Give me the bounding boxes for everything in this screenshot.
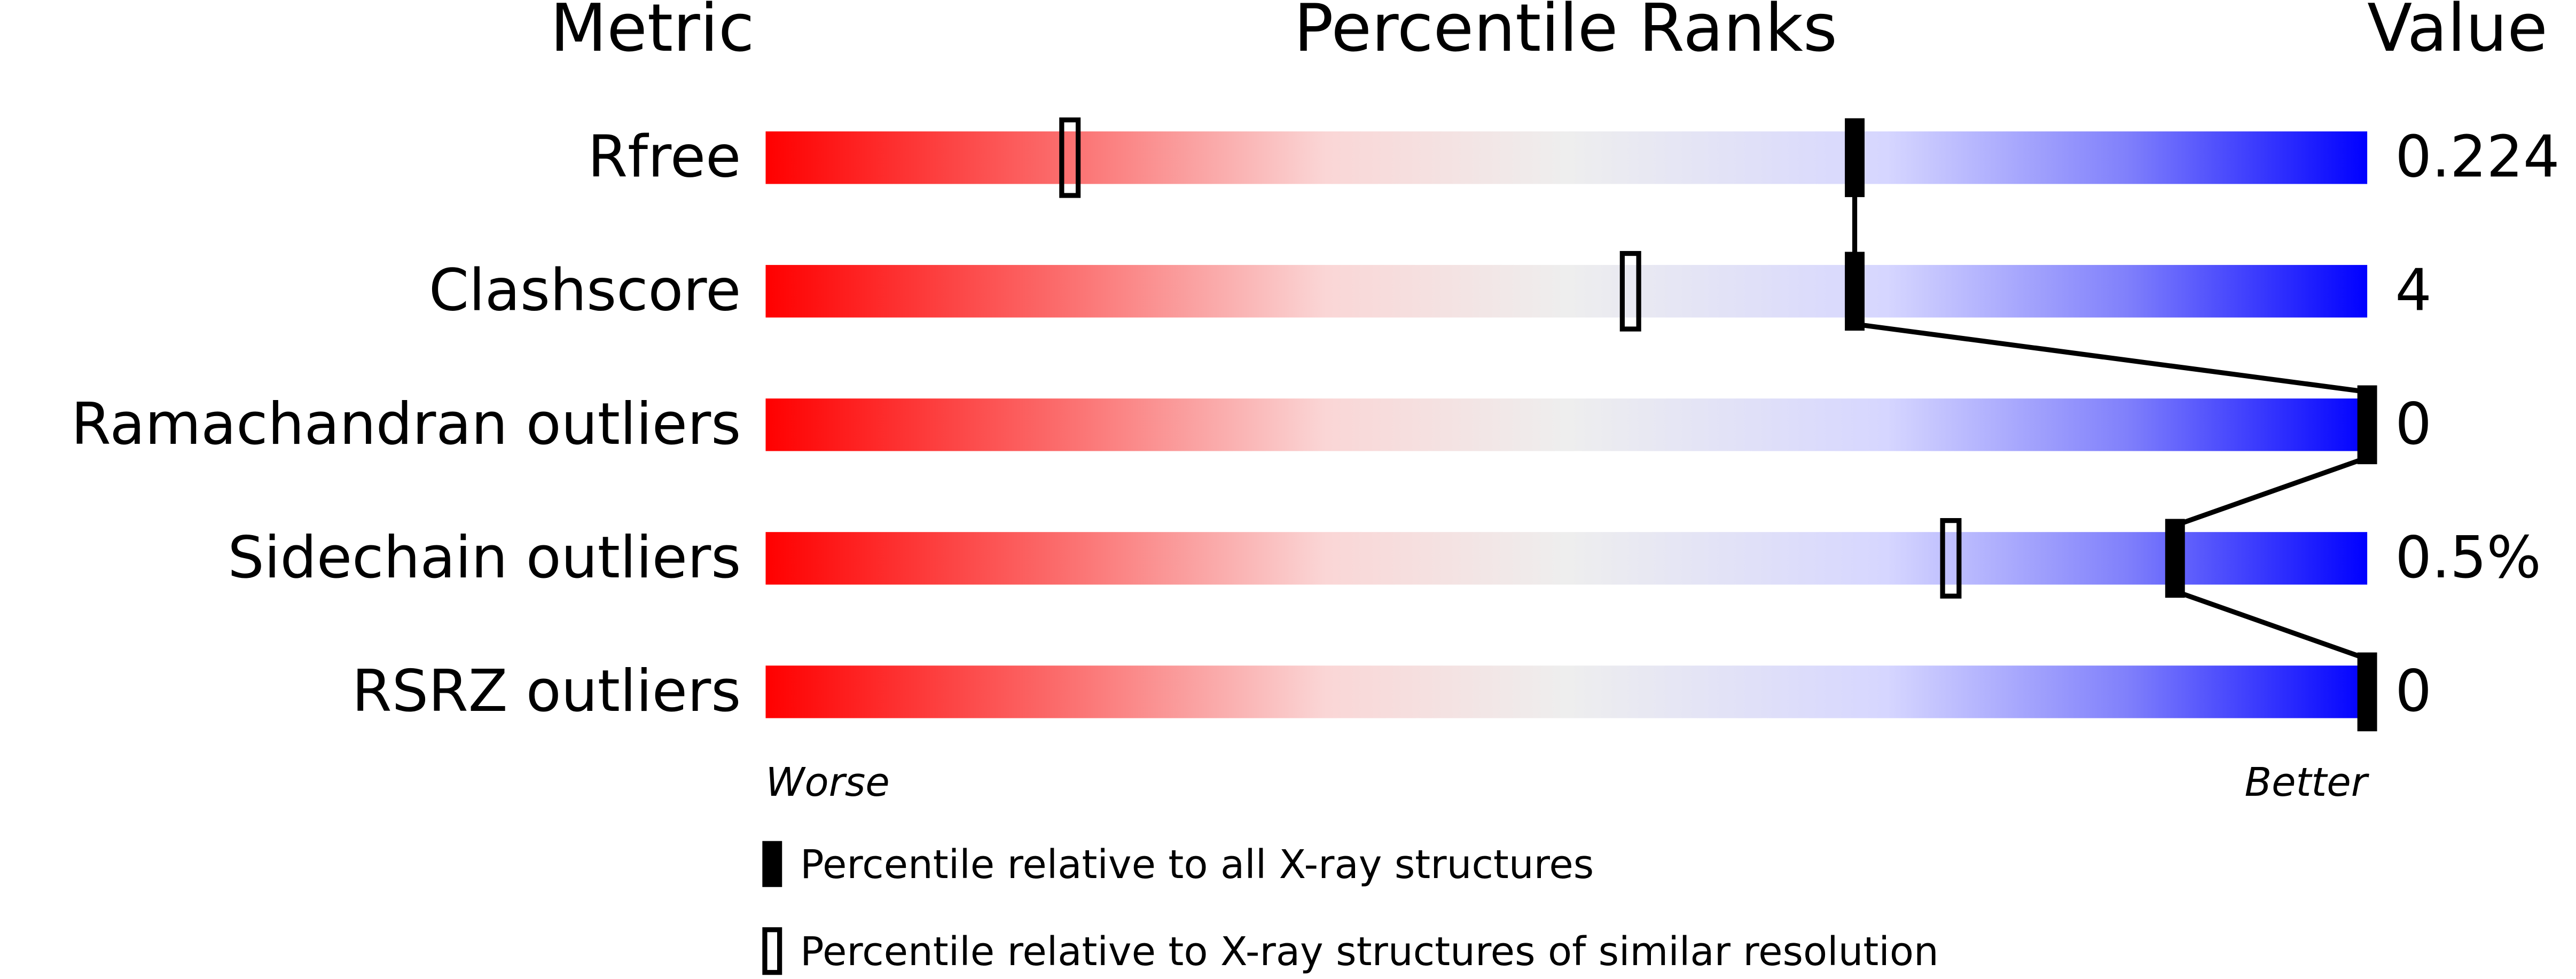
metric-value: 0.5% <box>2395 524 2541 591</box>
connector <box>2174 455 2368 528</box>
percentile-marker <box>1845 118 1865 198</box>
metric-label: Ramachandran outliers <box>71 391 741 458</box>
metric-header: Metric <box>550 0 754 67</box>
legend-swatch <box>762 927 782 975</box>
metric-value: 0 <box>2395 391 2431 458</box>
similar-marker <box>1059 117 1081 198</box>
slider-bar <box>765 131 2368 184</box>
slider-bar <box>765 532 2368 585</box>
connector <box>1854 322 2368 395</box>
metric-label: Rfree <box>588 124 741 191</box>
slider-bar <box>765 665 2368 718</box>
metric-value: 4 <box>2395 257 2431 324</box>
legend-swatch <box>762 841 782 887</box>
value-header: Value <box>2367 0 2548 67</box>
slider-bar <box>765 265 2368 318</box>
better-label: Better <box>2244 759 2369 805</box>
connector <box>2174 589 2368 662</box>
metric-label: RSRZ outliers <box>352 658 741 725</box>
ranks-header: Percentile Ranks <box>1294 0 1837 67</box>
slider-bar <box>765 398 2368 451</box>
similar-marker <box>1619 250 1641 332</box>
metric-value: 0.224 <box>2395 124 2559 191</box>
percentile-marker <box>2357 385 2377 465</box>
metric-value: 0 <box>2395 658 2431 725</box>
worse-label: Worse <box>765 759 889 805</box>
percentile-marker <box>2165 519 2185 598</box>
similar-marker <box>1940 518 1962 599</box>
legend-label: Percentile relative to all X-ray structu… <box>800 842 1594 888</box>
percentile-marker <box>1845 252 1865 331</box>
metric-label: Sidechain outliers <box>228 524 741 591</box>
metric-label: Clashscore <box>429 257 741 324</box>
percentile-marker <box>2357 652 2377 732</box>
legend-label: Percentile relative to X-ray structures … <box>800 929 1939 975</box>
